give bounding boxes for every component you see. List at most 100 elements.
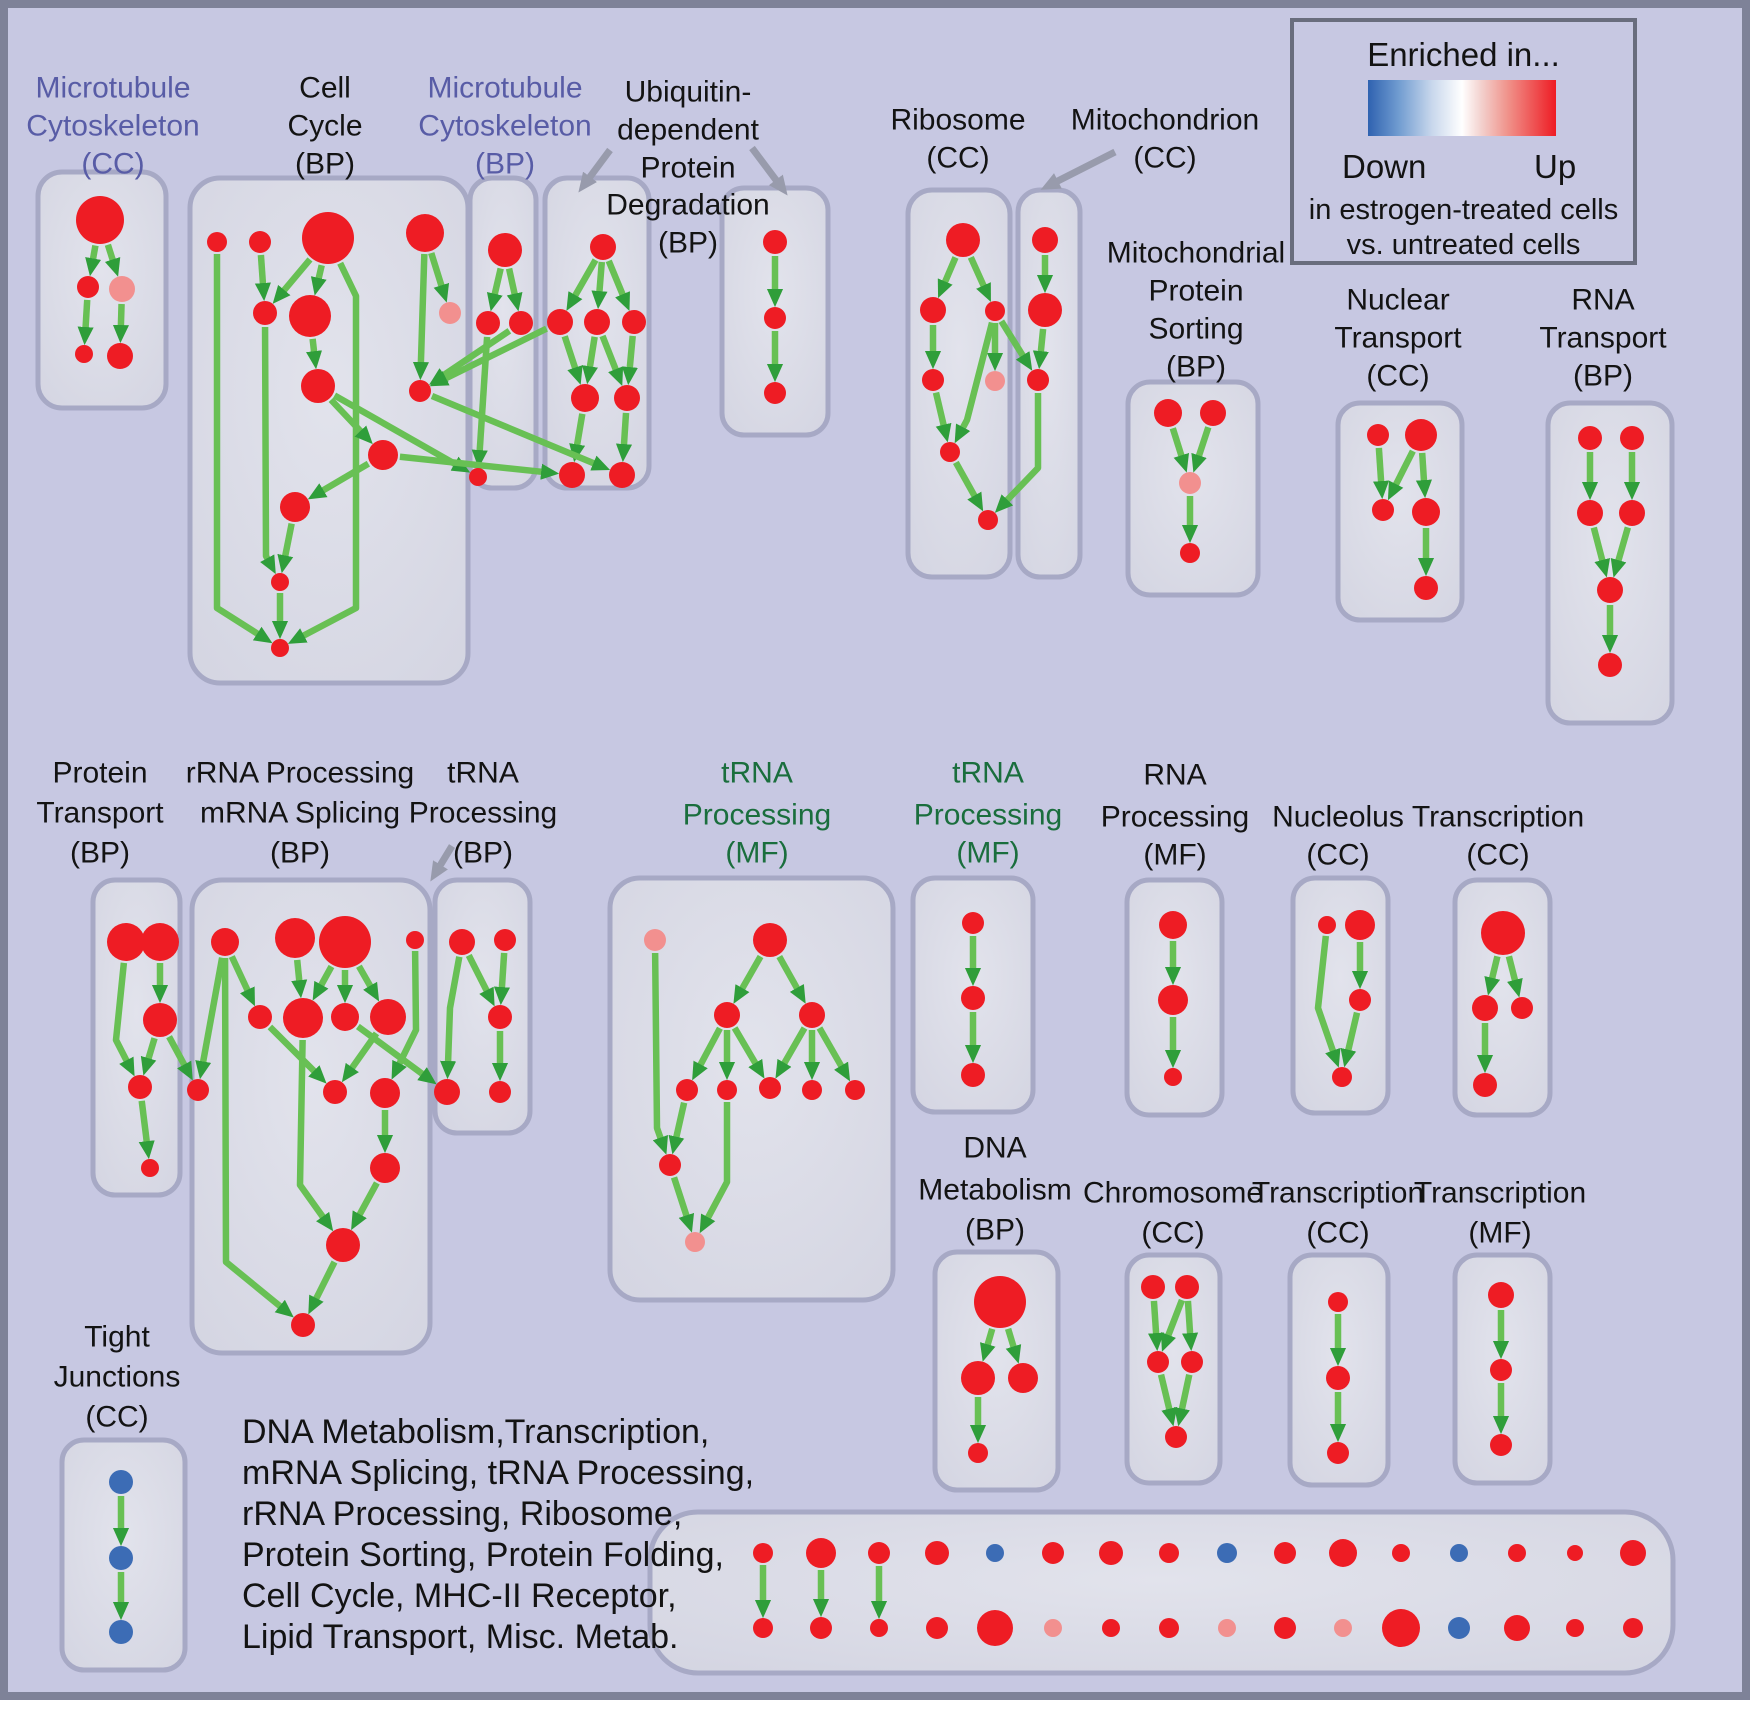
gene-set-node-trna-processing-mf-1: [676, 1079, 698, 1101]
edge-cell-cycle-bp: [254, 254, 271, 302]
gene-set-node-misc-top: [1329, 1539, 1357, 1567]
gene-set-node-misc-top: [1620, 1540, 1646, 1566]
edge-ubiquitin-degradation-bp-1: [621, 335, 638, 386]
edge-nuclear-transport-cc: [1415, 452, 1432, 499]
label-pointer-arrow-icon: [430, 844, 455, 882]
gene-set-node-misc-top: [1567, 1545, 1583, 1561]
gene-set-node-trna-processing-mf-2: [961, 986, 985, 1010]
label-pointer-arrow-icon: [749, 145, 788, 196]
cluster-label-rna-transport-bp: RNA: [1571, 284, 1634, 317]
cluster-label-transcription-cc: Transcription: [1412, 801, 1584, 834]
gene-set-node-trna-processing-mf-1: [759, 1077, 781, 1099]
gene-set-node-misc-bottom: [1623, 1618, 1643, 1638]
legend-title: Enriched in...: [1367, 36, 1560, 73]
gene-set-node-rna-processing-mf: [1164, 1068, 1182, 1086]
gene-set-node-ubiquitin-degradation-bp-1: [590, 234, 616, 260]
cluster-label-trna-processing-bp: tRNA: [447, 757, 519, 790]
gene-set-node-nucleolus-cc: [1345, 910, 1375, 940]
edge-nucleolus-cc: [1340, 1011, 1361, 1068]
gene-set-node-mitochondrial-protein-sorting-bp: [1200, 400, 1226, 426]
edge-dna-metabolism-bp: [979, 1327, 996, 1362]
gene-set-node-misc-top: [868, 1542, 890, 1564]
cluster-label-trna-processing-bp: Processing: [409, 797, 557, 830]
edge-cell-cycle-bp: [428, 252, 450, 303]
gene-set-node-rna-transport-bp: [1598, 653, 1622, 677]
legend-down-label: Down: [1342, 148, 1427, 185]
gene-set-node-ribosome-cc: [946, 223, 980, 257]
gene-set-node-trna-processing-mf-2: [961, 1063, 985, 1087]
gene-set-node-ribosome-cc: [940, 442, 960, 462]
gene-set-node-misc-bottom: [1159, 1618, 1179, 1638]
gene-set-node-rrna-processing-mrna-splicing-bp: [370, 999, 406, 1035]
cluster-label-trna-processing-mf-1: (MF): [725, 837, 788, 870]
cluster-label-mitochondrial-protein-sorting-bp: (BP): [1166, 351, 1226, 384]
cluster-label-cell-cycle-bp: (BP): [295, 148, 355, 181]
gene-set-node-transcription-cc-2: [1327, 1442, 1349, 1464]
gene-set-node-misc-bottom: [753, 1618, 773, 1638]
gene-set-node-mitochondrial-protein-sorting-bp: [1179, 472, 1201, 494]
gene-set-node-ubiquitin-degradation-bp-2: [763, 230, 787, 254]
gene-set-node-misc-top: [1450, 1544, 1468, 1562]
cluster-label-transcription-cc: (CC): [1466, 839, 1529, 872]
gene-set-node-chromosome-cc: [1141, 1275, 1165, 1299]
gene-set-node-mitochondrion-cc: [1028, 293, 1062, 327]
gene-set-node-misc-bottom: [926, 1617, 948, 1639]
gene-set-node-ubiquitin-degradation-bp-1: [614, 385, 640, 411]
gene-set-node-nuclear-transport-cc: [1414, 576, 1438, 600]
gene-set-node-microtubule-cytoskeleton-bp: [488, 233, 522, 267]
cluster-label-transcription-cc-2: Transcription: [1252, 1177, 1424, 1210]
gene-set-node-chromosome-cc: [1181, 1351, 1203, 1373]
cluster-label-tight-junctions-cc: Tight: [84, 1321, 150, 1354]
gene-set-node-misc-top: [1274, 1542, 1296, 1564]
gene-set-node-tight-junctions-cc: [109, 1620, 133, 1644]
gene-set-node-transcription-cc: [1511, 997, 1533, 1019]
cluster-label-rna-processing-mf: RNA: [1143, 759, 1206, 792]
edge-rrna-processing-mrna-splicing-bp: [195, 957, 226, 1080]
misc-text-line: DNA Metabolism,Transcription,: [242, 1413, 710, 1451]
gene-set-node-nuclear-transport-cc: [1372, 499, 1394, 521]
edge-cell-cycle-bp: [213, 254, 273, 644]
gene-set-node-microtubule-cytoskeleton-cc: [109, 276, 135, 302]
edge-trna-processing-mf-1: [733, 954, 764, 1004]
gene-set-node-trna-processing-mf-1: [802, 1080, 822, 1100]
gene-set-node-dna-metabolism-bp: [1008, 1363, 1038, 1393]
edge-protein-transport-bp: [112, 962, 135, 1077]
edge-mitochondrial-protein-sorting-bp: [1169, 427, 1189, 473]
gene-set-node-misc-bottom: [977, 1610, 1013, 1646]
cluster-label-microtubule-cytoskeleton-bp: Cytoskeleton: [418, 110, 591, 143]
gene-set-node-dna-metabolism-bp: [974, 1276, 1026, 1328]
gene-set-node-chromosome-cc: [1175, 1275, 1199, 1299]
gene-set-node-transcription-mf: [1490, 1434, 1512, 1456]
edge-cell-cycle-bp: [306, 338, 323, 370]
cluster-label-chromosome-cc: Chromosome: [1083, 1177, 1263, 1210]
misc-text-line: rRNA Processing, Ribosome,: [242, 1495, 683, 1533]
gene-set-node-protein-transport-bp: [143, 1003, 177, 1037]
cross-cluster-edge: [399, 453, 560, 480]
gene-set-node-rrna-processing-mrna-splicing-bp: [326, 1228, 360, 1262]
edge-chromosome-cc: [1148, 1300, 1165, 1352]
gene-set-node-trna-processing-bp: [488, 1005, 512, 1029]
cluster-label-protein-transport-bp: (BP): [70, 837, 130, 870]
gene-set-node-ribosome-cc: [985, 371, 1005, 391]
cluster-label-ubiquitin-degradation-bp-1: (BP): [658, 227, 718, 260]
edge-cell-cycle-bp: [310, 264, 327, 296]
gene-set-node-nuclear-transport-cc: [1405, 419, 1437, 451]
cluster-label-ubiquitin-degradation-bp-1: Ubiquitin-: [625, 76, 752, 109]
gene-set-node-rrna-processing-mrna-splicing-bp: [248, 1005, 272, 1029]
legend-up-label: Up: [1534, 148, 1577, 185]
gene-set-node-trna-processing-bp: [434, 1079, 460, 1105]
edge-cell-cycle-bp: [277, 523, 295, 574]
gene-set-node-trna-processing-mf-1: [753, 923, 787, 957]
gene-set-node-rrna-processing-mrna-splicing-bp: [187, 1079, 209, 1101]
edge-microtubule-cytoskeleton-bp: [486, 267, 504, 312]
gene-set-node-protein-transport-bp: [141, 1159, 159, 1177]
cluster-label-rrna-processing-mrna-splicing-bp: rRNA Processing: [186, 757, 414, 790]
cluster-label-transcription-mf: Transcription: [1414, 1177, 1586, 1210]
edge-nuclear-transport-cc: [1373, 447, 1390, 500]
gene-set-node-cell-cycle-bp: [368, 440, 398, 470]
edge-ubiquitin-degradation-bp-1: [591, 261, 608, 310]
cluster-label-ubiquitin-degradation-bp-1: dependent: [617, 114, 759, 147]
gene-set-node-nucleolus-cc: [1318, 916, 1336, 934]
